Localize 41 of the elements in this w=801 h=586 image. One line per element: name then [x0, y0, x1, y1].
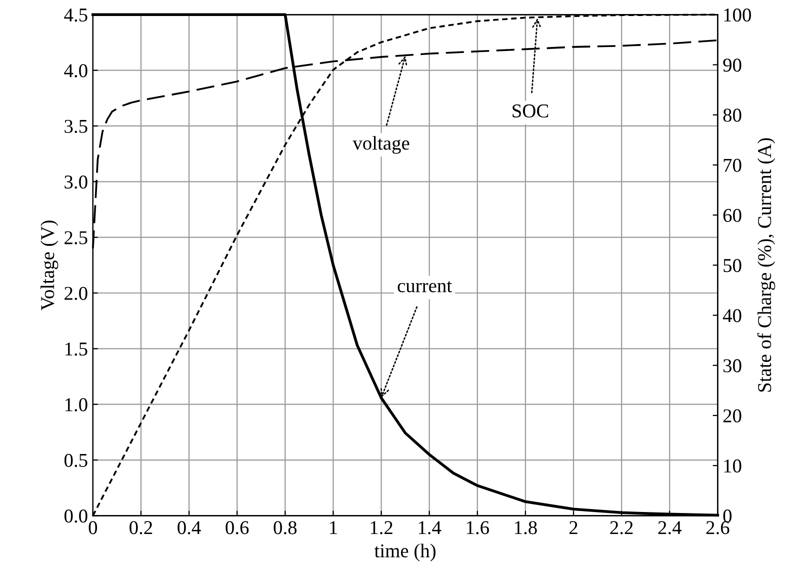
y2-tick-label: 70 — [724, 158, 742, 172]
y2-tick-label: 50 — [724, 258, 742, 272]
x-tick-label: 1.8 — [515, 521, 537, 534]
annotation: voltage — [352, 136, 410, 154]
y2-tick-label: 90 — [723, 58, 742, 72]
y2-tick-label: 80 — [723, 108, 742, 122]
x-tick-label: 1.4 — [418, 521, 442, 534]
y-tick-label: 3.5 — [64, 120, 88, 134]
y-tick-label: 4.5 — [64, 8, 88, 22]
x-tick-label: 2.6 — [706, 521, 730, 534]
y-tick-label: 4.0 — [64, 64, 88, 78]
y-tick-label: 3.0 — [64, 175, 88, 189]
y-tick-label: 2.0 — [64, 286, 88, 300]
y2-tick-label: 100 — [724, 8, 751, 22]
y-tick-label: 2.5 — [64, 231, 88, 244]
annotation: current — [398, 281, 452, 292]
y-tick-label: 1.0 — [65, 398, 88, 412]
y-tick-label: 1.5 — [65, 342, 88, 356]
x-tick-label: 1 — [330, 521, 337, 534]
x-tick-label: 2 — [570, 521, 578, 534]
y-tick-label: 0.0 — [64, 509, 88, 523]
y2-axis-title: State of Charge (%), Current (A) — [757, 138, 776, 392]
y2-tick-label: 30 — [723, 359, 742, 372]
x-tick-label: 0.6 — [226, 521, 249, 534]
y-tick-label: 0.5 — [64, 454, 88, 468]
x-tick-label: 0.8 — [274, 521, 297, 534]
y2-tick-label: 10 — [724, 459, 742, 473]
x-tick-label: 2.2 — [610, 521, 633, 534]
x-tick-label: 2.4 — [658, 521, 682, 534]
y2-tick-label: 0 — [723, 509, 732, 523]
y2-tick-label: 40 — [722, 309, 742, 322]
x-tick-label: 0 — [88, 521, 98, 534]
x-tick-label: 1.2 — [370, 521, 392, 534]
x-tick-label: 0.4 — [178, 521, 201, 534]
annotation: SOC — [512, 104, 548, 118]
y-axis-title: Voltage (V) — [40, 220, 58, 310]
y2-tick-label: 60 — [723, 208, 742, 222]
x-axis-title: time (h) — [374, 544, 436, 562]
y2-tick-label: 20 — [723, 409, 742, 422]
x-tick-label: 1.6 — [466, 521, 489, 534]
x-tick-label: 0.2 — [130, 521, 152, 534]
